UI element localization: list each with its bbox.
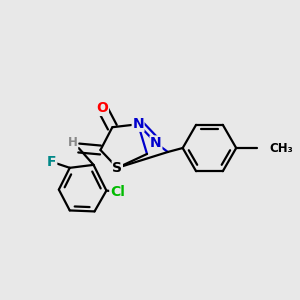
Text: O: O <box>97 101 108 116</box>
Text: CH₃: CH₃ <box>269 142 292 154</box>
Text: F: F <box>47 155 57 169</box>
Text: N: N <box>150 136 162 150</box>
Text: S: S <box>112 161 122 175</box>
Text: H: H <box>68 136 78 148</box>
Text: Cl: Cl <box>110 184 125 199</box>
Text: N: N <box>132 117 144 131</box>
